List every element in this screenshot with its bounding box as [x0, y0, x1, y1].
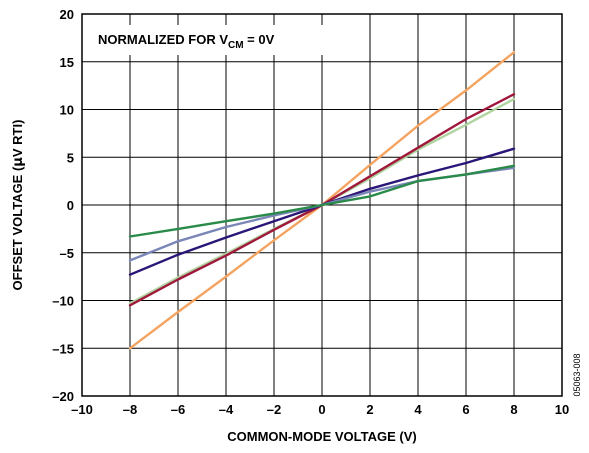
- x-tick-label: –4: [219, 402, 234, 417]
- series-line: [128, 164, 516, 238]
- y-axis-title-mu: µ: [11, 157, 26, 167]
- plot-frame: [81, 13, 563, 397]
- annotation-box: [92, 25, 342, 55]
- series-lines: [128, 51, 516, 350]
- x-tick-label: 0: [318, 402, 325, 417]
- x-tick-label: –8: [123, 402, 137, 417]
- y-axis-title-prefix: OFFSET VOLTAGE (: [10, 166, 25, 290]
- y-tick-label: –10: [52, 294, 74, 309]
- x-tick-label: 10: [555, 402, 569, 417]
- y-axis-title: OFFSET VOLTAGE (µV RTI): [10, 120, 26, 291]
- x-tick-label: –2: [267, 402, 281, 417]
- y-tick-label: 5: [67, 150, 74, 165]
- annotation-suffix: = 0V: [244, 32, 275, 47]
- x-tick-label: 4: [414, 402, 422, 417]
- y-tick-label: –5: [60, 246, 74, 261]
- y-tick-label: –20: [52, 389, 74, 404]
- x-tick-labels: –10 –8 –6 –4 –2 0 2 4 6 8 10: [71, 402, 569, 417]
- y-tick-label: 20: [60, 7, 74, 22]
- annotation-subscript: CM: [228, 40, 244, 51]
- figure-id: 05063-008: [572, 353, 582, 396]
- x-axis-title: COMMON-MODE VOLTAGE (V): [227, 429, 416, 444]
- y-tick-label: 15: [60, 55, 74, 70]
- x-tick-label: –10: [71, 402, 93, 417]
- x-tick-label: 2: [366, 402, 373, 417]
- x-tick-label: 6: [462, 402, 469, 417]
- annotation-prefix: NORMALIZED FOR V: [98, 32, 228, 47]
- y-axis-title-suffix: V RTI): [10, 120, 25, 158]
- y-tick-label: 10: [60, 103, 74, 118]
- x-tick-label: –6: [171, 402, 185, 417]
- annotation-normalized: NORMALIZED FOR VCM = 0V: [98, 32, 275, 51]
- y-tick-label: 0: [67, 198, 74, 213]
- y-tick-labels: 20 15 10 5 0 –5 –10 –15 –20: [52, 7, 74, 404]
- y-tick-label: –15: [52, 341, 74, 356]
- x-tick-label: 8: [510, 402, 517, 417]
